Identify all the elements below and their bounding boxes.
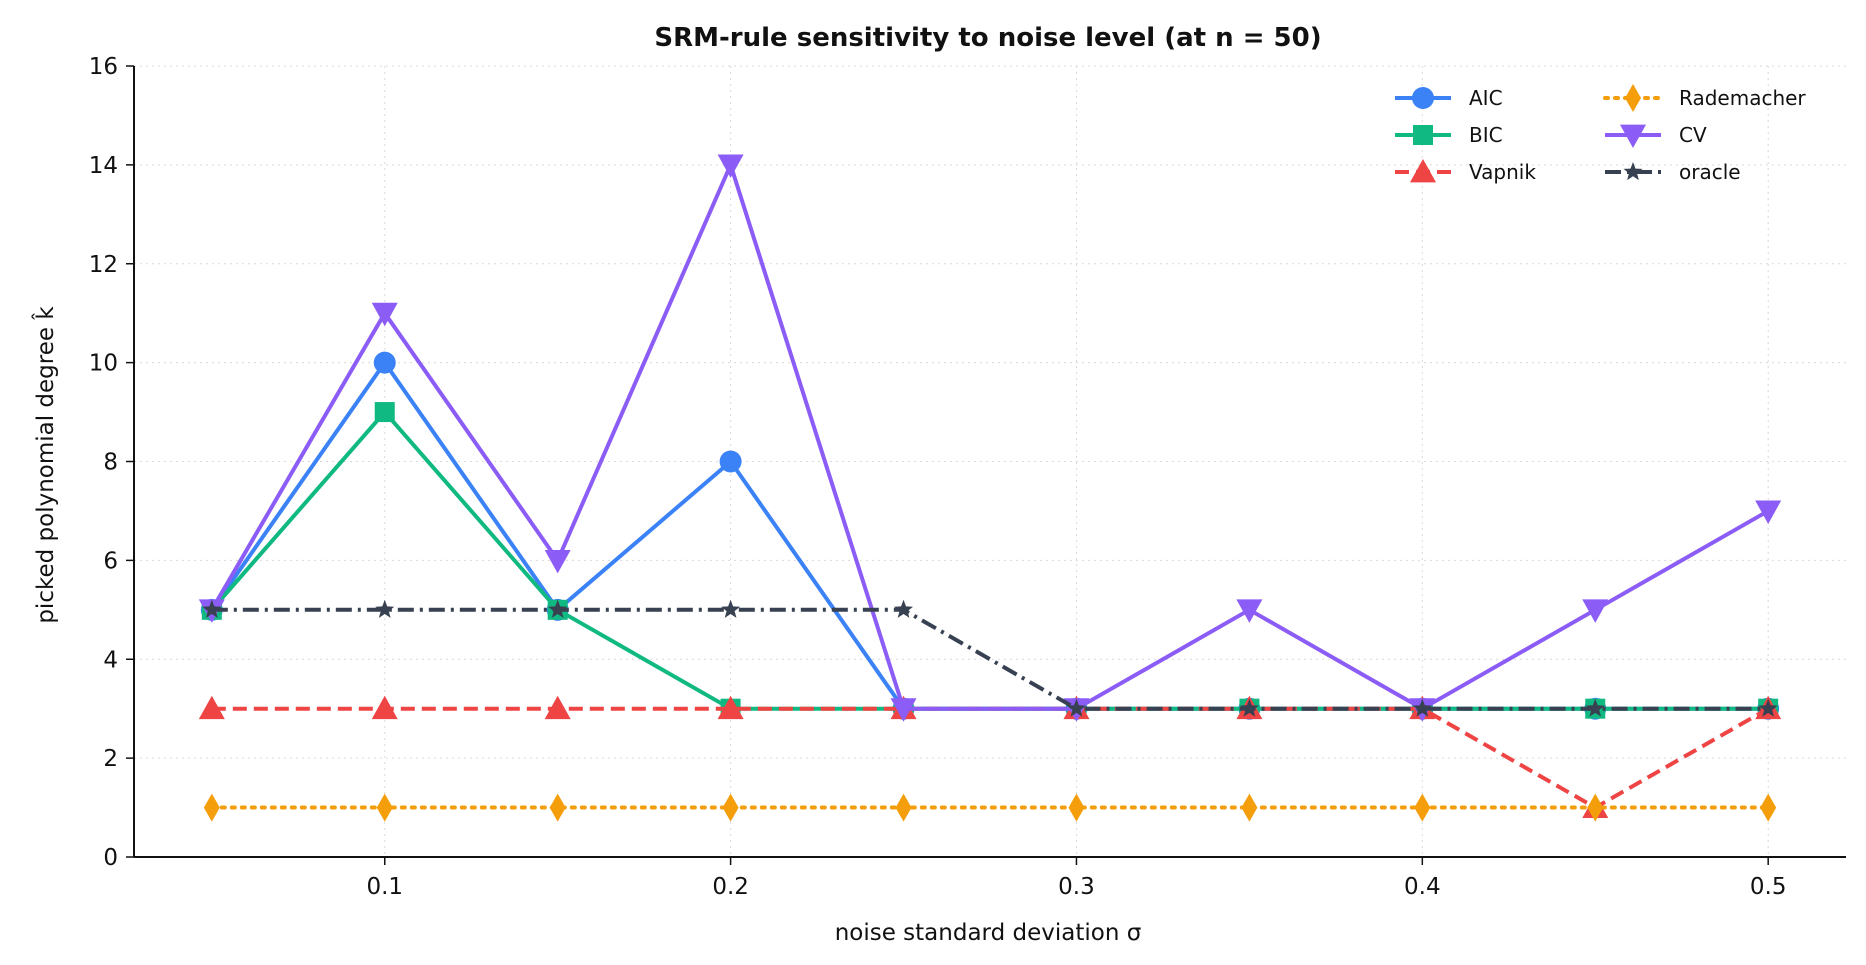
y-tick-label: 6 [103,548,118,574]
x-tick-label: 0.1 [366,874,403,900]
data-point-oracle [1239,698,1259,717]
grid [134,65,1846,858]
y-tick-label: 16 [89,54,118,80]
y-tick-label: 2 [103,746,118,772]
data-point-rademacher [1414,793,1431,822]
series-line-bic [210,410,1769,711]
data-point-oracle [1412,698,1432,717]
series-line-cv [210,162,1770,711]
y-tick-label: 0 [103,845,118,871]
data-point-cv [544,549,571,574]
x-axis-label: noise standard deviation σ [835,920,1142,946]
legend-item-oracle: oracle [1605,160,1741,184]
data-point-vapnik [544,695,571,720]
legend-marker-bic [1413,125,1433,145]
data-point-rademacher [1760,793,1777,822]
data-point-oracle [1066,698,1086,717]
series-group [198,154,1782,822]
data-point-vapnik [717,695,744,720]
series-cv [198,154,1782,722]
legend-marker-rademacher [1625,84,1641,112]
data-point-rademacher [203,793,220,822]
data-point-cv [890,698,917,722]
legend-label-oracle: oracle [1679,160,1741,184]
data-point-aic [719,450,742,473]
legend-marker-vapnik [1410,159,1436,183]
data-point-rademacher [722,793,739,822]
data-point-cv [1236,599,1263,623]
data-point-oracle [894,599,914,618]
legend-marker-oracle [1623,162,1643,181]
x-tick-label: 0.5 [1750,874,1787,900]
data-point-oracle [721,599,741,618]
series-oracle [202,599,1778,717]
data-point-oracle [548,599,568,618]
series-line-aic [210,360,1769,711]
legend-item-vapnik: Vapnik [1395,159,1536,184]
y-tick-label: 4 [103,647,118,673]
data-point-rademacher [1241,793,1258,822]
legend-label-cv: CV [1679,123,1707,147]
x-tick-label: 0.4 [1404,874,1441,900]
legend-label-aic: AIC [1469,86,1503,110]
data-point-rademacher [895,793,912,822]
tick-labels: 0.1 0.2 0.3 0.4 0.5 0 2 4 6 8 10 12 14 16 [89,54,1787,900]
data-point-oracle [375,599,395,618]
legend-item-bic: BIC [1395,123,1503,147]
legend-label-vapnik: Vapnik [1469,160,1536,184]
data-point-cv [371,302,398,327]
series-vapnik [198,695,1782,818]
legend-marker-aic [1412,87,1434,109]
y-tick-label: 14 [89,153,118,179]
x-tick-label: 0.2 [712,874,749,900]
data-point-cv [717,154,744,178]
legend-label-rademacher: Rademacher [1679,86,1806,110]
y-tick-label: 10 [89,351,118,377]
data-point-bic [374,402,395,423]
data-point-cv [1755,500,1782,524]
data-point-aic [373,351,396,374]
chart-title: SRM-rule sensitivity to noise level (at … [654,23,1321,53]
legend-item-cv: CV [1605,123,1707,148]
legend-marker-cv [1620,124,1646,148]
data-point-oracle [1758,698,1778,717]
data-point-rademacher [1068,793,1085,822]
series-line-oracle [211,607,1769,711]
axes [126,65,1846,865]
data-point-oracle [202,599,222,618]
data-point-vapnik [198,695,225,720]
series-rademacher [203,793,1777,822]
data-point-vapnik [371,695,398,720]
data-point-rademacher [1587,793,1604,822]
legend-label-bic: BIC [1469,123,1503,147]
x-tick-label: 0.3 [1058,874,1095,900]
series-bic [201,402,1779,719]
y-tick-label: 12 [89,252,118,278]
series-line-vapnik [211,706,1770,810]
data-point-oracle [1585,698,1605,717]
legend-item-rademacher: Rademacher [1603,84,1806,112]
legend-item-aic: AIC [1395,86,1503,110]
legend: AIC BIC Vapnik Rademacher CV oracle [1395,84,1806,184]
series-aic [200,351,1780,720]
data-point-cv [1582,599,1609,623]
y-tick-label: 8 [103,450,118,476]
data-point-rademacher [376,793,393,822]
y-axis-label: picked polynomial degree k̂ [32,306,59,624]
data-point-rademacher [549,793,566,822]
